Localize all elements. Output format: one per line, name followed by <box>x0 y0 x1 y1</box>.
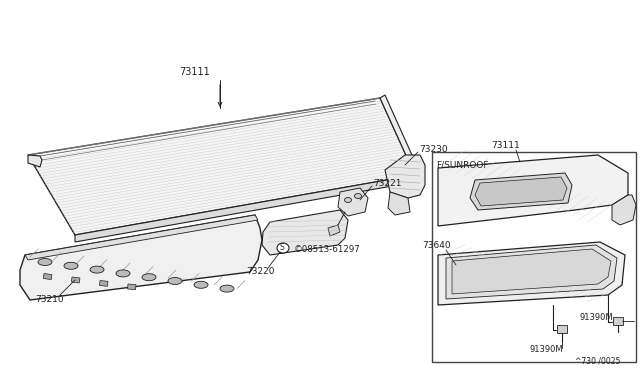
Text: 73111: 73111 <box>492 141 520 151</box>
Ellipse shape <box>116 270 130 277</box>
Polygon shape <box>75 175 415 242</box>
Polygon shape <box>438 155 628 226</box>
Bar <box>432 152 636 362</box>
Polygon shape <box>28 155 42 167</box>
Ellipse shape <box>142 274 156 281</box>
Polygon shape <box>28 98 415 235</box>
Text: ©08513-61297: ©08513-61297 <box>294 246 361 254</box>
Text: 73230: 73230 <box>419 145 447 154</box>
Ellipse shape <box>90 266 104 273</box>
Polygon shape <box>446 245 617 299</box>
Text: F/SUNROOF: F/SUNROOF <box>436 161 488 170</box>
Ellipse shape <box>277 243 289 253</box>
Bar <box>99 280 108 286</box>
Polygon shape <box>385 155 425 198</box>
Text: 91390M: 91390M <box>580 312 614 321</box>
Polygon shape <box>20 215 262 300</box>
Polygon shape <box>338 188 368 216</box>
Ellipse shape <box>194 281 208 288</box>
Polygon shape <box>25 215 258 260</box>
Text: ^730 /0025: ^730 /0025 <box>575 356 620 365</box>
Text: 73640: 73640 <box>422 241 451 250</box>
Polygon shape <box>328 225 340 236</box>
Polygon shape <box>438 242 625 305</box>
Bar <box>44 273 52 280</box>
Polygon shape <box>452 249 611 294</box>
Polygon shape <box>475 177 567 206</box>
Ellipse shape <box>38 259 52 266</box>
Text: 73220: 73220 <box>246 267 275 276</box>
Ellipse shape <box>220 285 234 292</box>
Ellipse shape <box>344 198 351 202</box>
Ellipse shape <box>355 193 362 199</box>
Text: 73210: 73210 <box>35 295 63 304</box>
Polygon shape <box>470 173 572 210</box>
Bar <box>72 277 80 283</box>
Text: 73221: 73221 <box>373 180 401 189</box>
Text: 91390M: 91390M <box>530 346 564 355</box>
Bar <box>613 317 623 325</box>
Ellipse shape <box>168 278 182 285</box>
Text: 73111: 73111 <box>180 67 211 77</box>
Polygon shape <box>388 192 410 215</box>
Polygon shape <box>380 95 420 175</box>
Text: S: S <box>280 244 284 253</box>
Ellipse shape <box>64 262 78 269</box>
Bar <box>557 325 567 333</box>
Polygon shape <box>612 195 636 225</box>
Polygon shape <box>262 210 348 255</box>
Bar <box>127 284 136 290</box>
